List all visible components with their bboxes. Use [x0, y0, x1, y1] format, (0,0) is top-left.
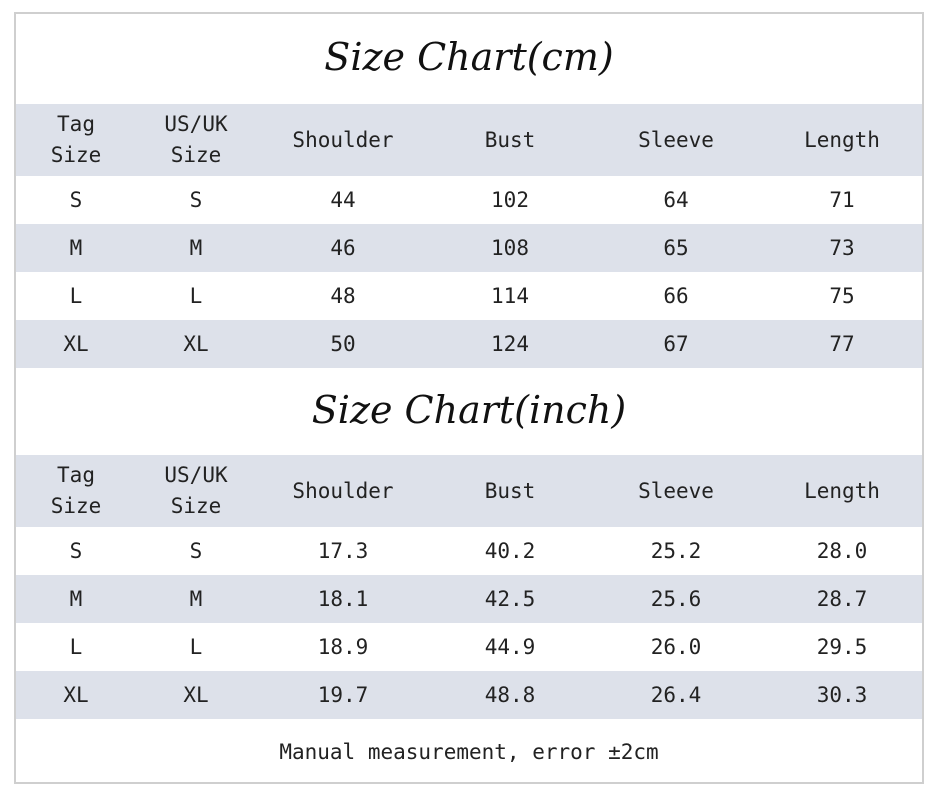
inch-table-cell: L [69, 635, 83, 659]
inch-column-header: US/UK Size [164, 463, 228, 518]
inch-table-cell: 19.7 [317, 683, 369, 707]
inch-table-cell: XL [63, 683, 89, 707]
cm-table-cell: 65 [663, 236, 689, 260]
cm-table-cell: 48 [330, 284, 356, 308]
inch-column-header: Length [804, 478, 880, 503]
cm-table-cell: 73 [829, 236, 855, 260]
inch-column-header: Bust [484, 478, 536, 503]
cm-chart-title: Size Chart(cm) [324, 35, 614, 79]
cm-column-header: Length [804, 127, 880, 152]
inch-table-cell: XL [183, 683, 209, 707]
inch-table-cell: 48.8 [484, 683, 536, 707]
inch-table-cell: 44.9 [484, 635, 536, 659]
cm-column-header: Sleeve [638, 127, 714, 152]
cm-table-cell: M [189, 236, 203, 260]
inch-table-cell: 26.4 [650, 683, 702, 707]
cm-table-cell: XL [183, 332, 209, 356]
inch-column-header: Tag Size [50, 463, 102, 518]
inch-column-header: Shoulder [292, 478, 394, 503]
inch-table-cell: 18.1 [317, 587, 369, 611]
inch-table-cell: 28.7 [816, 587, 868, 611]
inch-row-band [16, 671, 922, 719]
measurement-footnote: Manual measurement, error ±2cm [279, 740, 659, 764]
cm-table-cell: 67 [663, 332, 689, 356]
cm-table-cell: 124 [491, 332, 529, 356]
inch-table-cell: 26.0 [650, 635, 702, 659]
cm-table-cell: 102 [491, 188, 529, 212]
inch-table-cell: S [189, 539, 203, 563]
cm-table-cell: L [189, 284, 203, 308]
cm-table-cell: 108 [491, 236, 529, 260]
cm-table-cell: S [69, 188, 83, 212]
inch-table-cell: M [69, 587, 83, 611]
size-chart-panel: Size Chart(cm) Size Chart(inch) Tag Size… [14, 12, 924, 784]
inch-table-cell: 18.9 [317, 635, 369, 659]
cm-row-band [16, 224, 922, 272]
inch-table-cell: 40.2 [484, 539, 536, 563]
cm-column-header: US/UK Size [164, 112, 228, 167]
inch-column-header: Sleeve [638, 478, 714, 503]
inch-table-cell: 42.5 [484, 587, 536, 611]
cm-column-header: Bust [484, 127, 536, 152]
cm-column-header: Tag Size [50, 112, 102, 167]
inch-table-cell: 28.0 [816, 539, 868, 563]
cm-table-cell: 64 [663, 188, 689, 212]
inch-table-cell: S [69, 539, 83, 563]
cm-table-cell: 44 [330, 188, 356, 212]
cm-row-band [16, 320, 922, 368]
inch-table-cell: M [189, 587, 203, 611]
cm-table-cell: 77 [829, 332, 855, 356]
inch-table-cell: L [189, 635, 203, 659]
inch-table-cell: 25.6 [650, 587, 702, 611]
cm-table-cell: L [69, 284, 83, 308]
inch-table-cell: 25.2 [650, 539, 702, 563]
inch-table-cell: 17.3 [317, 539, 369, 563]
cm-header-row [16, 104, 922, 176]
cm-table-cell: 114 [491, 284, 529, 308]
inch-table-cell: 29.5 [816, 635, 868, 659]
cm-column-header: Shoulder [292, 127, 394, 152]
inch-header-row [16, 455, 922, 527]
cm-table-cell: M [69, 236, 83, 260]
cm-table-cell: S [189, 188, 203, 212]
cm-table-cell: 75 [829, 284, 855, 308]
cm-table-cell: XL [63, 332, 89, 356]
inch-chart-title: Size Chart(inch) [311, 388, 627, 432]
cm-table-cell: 71 [829, 188, 855, 212]
cm-table-cell: 46 [330, 236, 356, 260]
inch-table-cell: 30.3 [816, 683, 868, 707]
inch-row-band [16, 575, 922, 623]
cm-table-cell: 50 [330, 332, 356, 356]
cm-table-cell: 66 [663, 284, 689, 308]
